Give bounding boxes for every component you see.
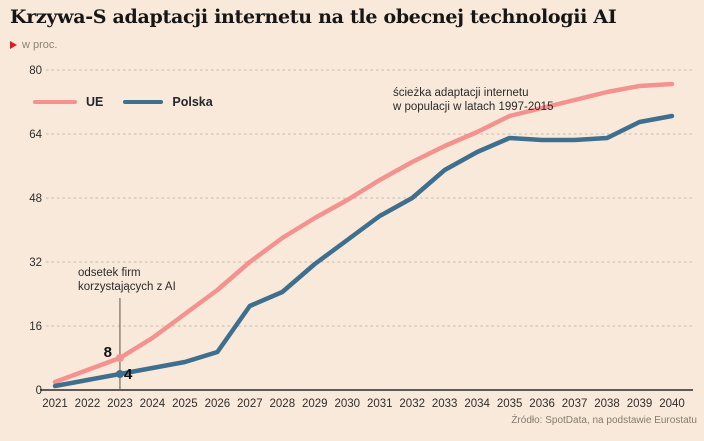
x-axis-tick-label: 2039 (627, 398, 653, 410)
annotation-ai-callout-line1: odsetek firm (78, 267, 141, 279)
x-axis-tick-label: 2036 (529, 398, 555, 410)
y-axis-tick-label: 48 (29, 193, 42, 205)
legend-label-ue: UE (86, 95, 104, 109)
x-axis-tick-label: 2024 (140, 398, 166, 410)
chart-title: Krzywa-S adaptacji internetu na tle obec… (10, 6, 617, 28)
series-line-polska (52, 113, 675, 389)
x-axis-tick-label: 2040 (659, 398, 685, 410)
x-axis-tick-label: 2021 (42, 398, 68, 410)
legend-swatch-polska (123, 100, 164, 104)
x-axis-tick-label: 2027 (237, 398, 263, 410)
callout-value-ue: 8 (103, 344, 112, 361)
x-axis-tick-label: 2029 (302, 398, 328, 410)
x-axis-tick-label: 2023 (107, 398, 133, 410)
y-axis-tick-label: 32 (29, 257, 42, 269)
annotation-internet-path: ścieżka adaptacji internetu w populacji … (393, 86, 553, 114)
x-axis-tick-label: 2035 (497, 398, 523, 410)
data-point-marker-ue (115, 354, 124, 362)
callout-value-polska: 4 (124, 366, 133, 383)
series-line-ue (52, 81, 675, 385)
x-axis-tick-label: 2030 (334, 398, 360, 410)
x-axis-tick-label: 2034 (464, 398, 490, 410)
x-axis-tick-label: 2033 (432, 398, 458, 410)
legend-item-ue: UE (33, 95, 103, 109)
legend-item-polska: Polska (123, 95, 213, 109)
x-axis-tick-label: 2022 (75, 398, 101, 410)
source-credit: Źródło: SpotData, na podstawie Eurostatu (511, 415, 697, 426)
x-axis-tick-label: 2038 (594, 398, 620, 410)
legend-label-polska: Polska (172, 95, 213, 109)
data-point-marker-polska (115, 370, 124, 378)
legend-swatch-ue (33, 100, 77, 104)
annotation-internet-path-line2: w populacji w latach 1997-2015 (393, 101, 554, 113)
x-axis-tick-label: 2032 (399, 398, 425, 410)
unit-row: w proc. (10, 39, 57, 51)
y-axis-tick-label: 16 (29, 321, 42, 333)
legend: UE Polska (33, 95, 213, 109)
annotation-internet-path-line1: ścieżka adaptacji internetu (393, 87, 529, 99)
unit-label: w proc. (22, 39, 58, 51)
y-axis-tick-label: 64 (29, 129, 42, 141)
red-triangle-icon (10, 41, 17, 49)
y-axis-tick-label: 80 (29, 65, 42, 77)
x-axis-tick-label: 2025 (172, 398, 198, 410)
y-axis-tick-label: 0 (36, 385, 42, 397)
x-axis-tick-label: 2031 (367, 398, 393, 410)
x-axis-tick-label: 2028 (270, 398, 296, 410)
annotation-ai-callout: odsetek firm korzystających z AI (78, 266, 176, 294)
x-axis-tick-label: 2037 (562, 398, 588, 410)
x-axis-tick-label: 2026 (205, 398, 231, 410)
annotation-ai-callout-line2: korzystających z AI (78, 281, 176, 293)
